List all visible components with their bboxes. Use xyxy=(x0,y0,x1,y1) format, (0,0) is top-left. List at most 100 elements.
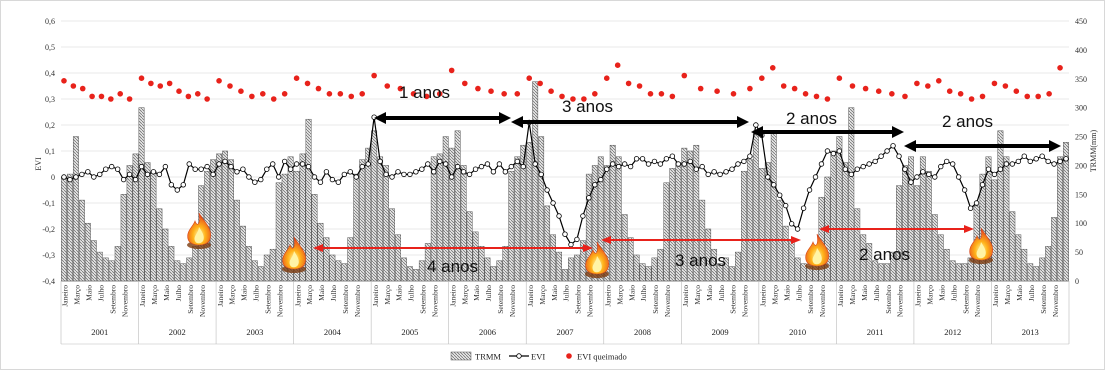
trmm-bar xyxy=(269,248,276,282)
evi-point xyxy=(383,171,389,178)
burned-evi-point xyxy=(371,72,377,79)
trmm-bar xyxy=(741,170,747,282)
x-month-label: Março xyxy=(1003,285,1012,305)
x-month-label: Março xyxy=(383,285,392,305)
evi-point xyxy=(377,158,383,165)
evi-point xyxy=(777,192,783,198)
x-month-label: Janeiro xyxy=(448,285,457,307)
burned-evi-point xyxy=(348,93,355,100)
x-month-label: Maio xyxy=(472,285,481,301)
evi-point xyxy=(407,171,413,178)
evi-point xyxy=(848,171,854,178)
trmm-bar xyxy=(830,150,837,282)
evi-point xyxy=(126,171,133,178)
x-month-label: Maio xyxy=(860,285,869,301)
burned-evi-point xyxy=(813,93,820,100)
trmm-bar xyxy=(490,266,497,282)
evi-point xyxy=(824,148,831,154)
trmm-bar xyxy=(275,182,282,282)
y2-tick-label: 0 xyxy=(1075,277,1079,286)
trmm-bar xyxy=(782,225,789,282)
trmm-bar xyxy=(72,136,79,282)
interval-label: 3 anos xyxy=(562,97,613,116)
evi-point xyxy=(705,171,711,178)
burned-evi-point xyxy=(204,96,210,102)
burned-evi-point xyxy=(1046,91,1052,97)
evi-point xyxy=(305,163,312,170)
evi-point xyxy=(389,174,395,180)
trmm-bar xyxy=(323,237,330,282)
trmm-bar xyxy=(573,254,580,282)
evi-point xyxy=(896,153,902,159)
evi-point xyxy=(765,174,771,180)
x-month-label: Setembro xyxy=(1039,285,1048,314)
burned-evi-point xyxy=(747,85,753,92)
x-month-label: Março xyxy=(73,285,82,305)
x-month-label: Setembro xyxy=(574,285,583,314)
evi-point xyxy=(973,200,980,206)
x-month-label: Julho xyxy=(407,285,416,302)
evi-point xyxy=(621,161,628,167)
evi-point xyxy=(592,182,598,188)
evi-point xyxy=(365,161,371,167)
evi-point xyxy=(67,176,73,183)
burned-evi-point xyxy=(836,75,843,81)
x-month-label: Janeiro xyxy=(138,285,147,307)
x-year-label: 2009 xyxy=(712,327,729,337)
black-arrow-head-left xyxy=(511,116,523,128)
trmm-bar xyxy=(919,156,926,282)
trmm-bar xyxy=(538,136,545,282)
evi-point xyxy=(866,161,872,167)
trmm-bar xyxy=(949,260,956,282)
evi-point xyxy=(717,171,723,178)
trmm-bar xyxy=(955,263,962,282)
burned-evi-point xyxy=(714,88,720,94)
burned-evi-point xyxy=(914,80,920,87)
x-month-label: Janeiro xyxy=(681,285,690,307)
evi-point xyxy=(1045,158,1051,165)
burned-evi-point xyxy=(259,91,266,97)
x-month-label: Setembro xyxy=(419,285,428,314)
trmm-bar xyxy=(341,263,348,282)
x-month-label: Novembro xyxy=(586,285,595,317)
trmm-bar xyxy=(156,208,163,282)
trmm-bar xyxy=(234,199,240,282)
burned-evi-point xyxy=(337,91,344,97)
red-arrow-head-left xyxy=(313,244,323,252)
y2-tick-label: 300 xyxy=(1075,104,1087,113)
trmm-bar xyxy=(67,173,73,282)
evi-point xyxy=(329,176,336,183)
trmm-bar xyxy=(794,257,801,282)
x-month-label: Janeiro xyxy=(914,285,923,307)
trmm-bar xyxy=(657,248,664,282)
trmm-bar xyxy=(621,214,628,282)
burned-evi-point xyxy=(70,83,77,89)
trmm-bar xyxy=(84,222,91,282)
legend-swatch-evi-point xyxy=(516,353,522,359)
evi-point xyxy=(162,163,169,170)
trmm-bar xyxy=(126,165,133,282)
x-month-label: Maio xyxy=(162,285,171,301)
evi-point xyxy=(496,161,503,167)
x-month-label: Janeiro xyxy=(603,285,612,307)
burned-evi-point xyxy=(592,91,598,97)
trmm-bar xyxy=(1015,234,1022,282)
red-arrow-head-right xyxy=(583,244,593,252)
trmm-bar xyxy=(752,130,759,282)
fire-icon xyxy=(282,236,306,273)
burned-evi-point xyxy=(730,91,737,97)
x-year-label: 2004 xyxy=(324,327,342,337)
legend-label-burned: EVI queimado xyxy=(577,352,627,362)
evi-point xyxy=(800,205,807,211)
burned-evi-point xyxy=(625,80,632,87)
x-month-label: Setembro xyxy=(961,285,970,314)
burned-evi-point xyxy=(410,91,417,97)
burned-evi-point xyxy=(849,83,856,89)
y-tick-label: 0 xyxy=(51,173,55,182)
evi-point xyxy=(108,163,115,170)
trmm-bar xyxy=(1039,257,1046,282)
x-month-label: Janeiro xyxy=(61,285,70,307)
burned-evi-point xyxy=(862,85,869,92)
trmm-bar xyxy=(395,234,401,282)
y-tick-label: 0,5 xyxy=(45,43,55,52)
